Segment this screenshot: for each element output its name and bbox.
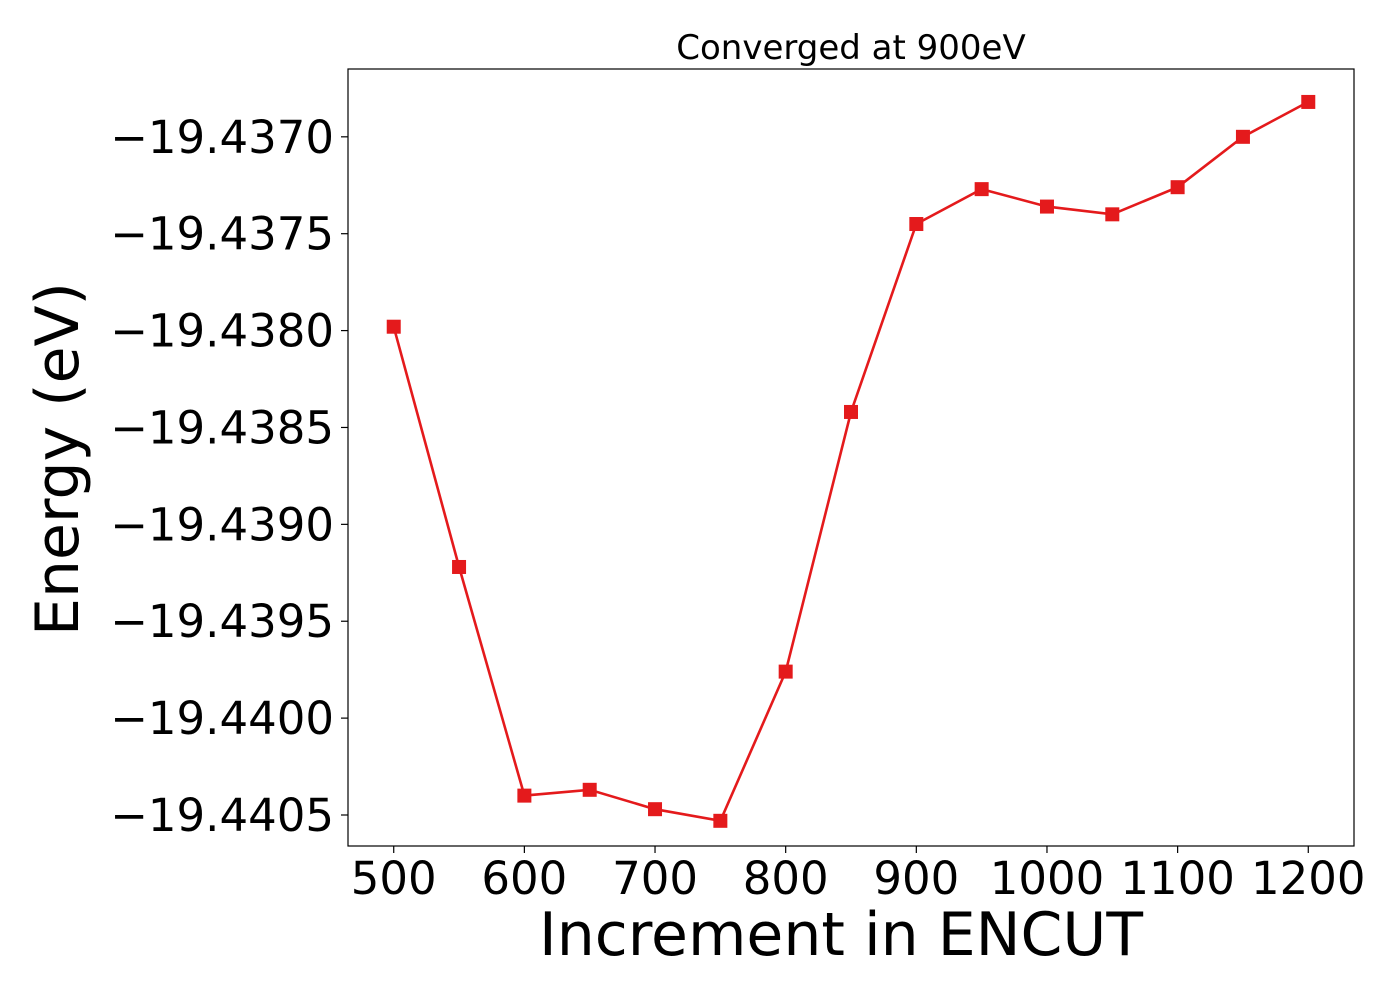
x-tick-label: 900 <box>873 852 959 905</box>
data-point-marker <box>452 559 467 574</box>
data-point-marker <box>1301 94 1316 109</box>
x-tick-label: 800 <box>743 852 829 905</box>
data-point-marker <box>517 788 532 803</box>
data-point-marker <box>1235 129 1250 144</box>
x-tick-label: 1200 <box>1251 852 1366 905</box>
y-tick-label: −19.4370 <box>110 111 334 164</box>
chart-title: Converged at 900eV <box>676 28 1025 68</box>
x-tick-label: 700 <box>612 852 698 905</box>
y-tick-label: −19.4385 <box>110 401 334 454</box>
data-point-marker <box>713 813 728 828</box>
plot-frame <box>347 68 1355 847</box>
data-point-marker <box>582 782 597 797</box>
y-tick-label: −19.4390 <box>110 498 334 551</box>
data-point-marker <box>386 319 401 334</box>
x-axis: 500 600 700 800 900 1000 1100 1200 <box>351 846 1366 905</box>
y-tick-label: −19.4400 <box>110 692 334 745</box>
data-point-marker <box>844 404 858 419</box>
x-tick-label: 500 <box>351 852 437 905</box>
data-point-marker <box>909 217 924 232</box>
series-line <box>392 100 1309 823</box>
y-tick-label: −19.4395 <box>110 595 334 648</box>
data-point-marker <box>1105 207 1120 222</box>
x-tick-label: 1000 <box>990 852 1105 905</box>
series-layer <box>386 94 1316 828</box>
y-axis: −19.4370 −19.4375 −19.4380 −19.4385 −19.4390… <box>110 111 348 842</box>
x-tick-label: 600 <box>481 852 567 905</box>
x-tick-label: 1100 <box>1120 852 1235 905</box>
plot-area: 500 600 700 800 900 1000 1100 1200 −19.4370−19.… <box>110 68 1366 905</box>
data-point-marker <box>648 802 663 817</box>
y-axis-label: Energy (eV) <box>23 282 93 636</box>
data-point-marker <box>778 664 793 679</box>
data-point-marker <box>1039 199 1054 214</box>
data-point-marker <box>1170 180 1185 195</box>
y-tick-label: −19.4405 <box>110 789 334 842</box>
x-axis-label: Increment in ENCUT <box>539 900 1143 970</box>
y-tick-label: −19.4375 <box>110 208 334 261</box>
y-tick-label: −19.4380 <box>110 305 334 358</box>
data-point-marker <box>974 182 989 197</box>
